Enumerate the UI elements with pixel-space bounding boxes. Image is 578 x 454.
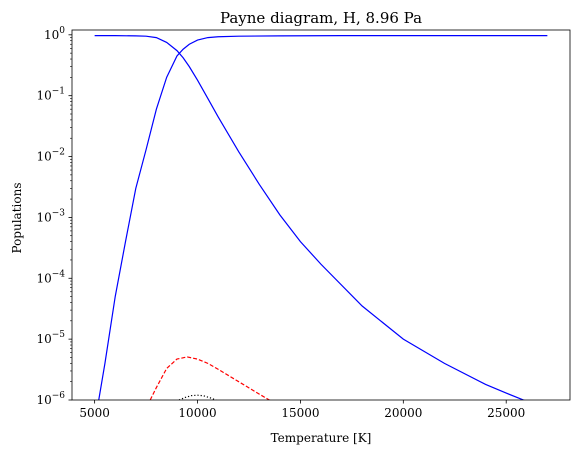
- y-tick-label: 10−6: [36, 391, 65, 407]
- y-tick-label: 100: [44, 26, 65, 42]
- axes-layer: 5000 10000 15000 20000 25000 10−6 10−5 10−4 10−3…: [36, 26, 571, 420]
- x-tick-label: 15000: [281, 406, 319, 420]
- series-line-2: [98, 35, 548, 400]
- series-line-1: [94, 35, 526, 400]
- plot-frame: [71, 29, 571, 401]
- series-layer: [94, 35, 548, 400]
- y-axis-label: Populations: [10, 183, 24, 254]
- x-tick-label: 20000: [384, 406, 422, 420]
- y-tick-label: 10−1: [36, 87, 65, 103]
- x-tick-label: 25000: [487, 406, 525, 420]
- x-tick-label: 5000: [79, 406, 110, 420]
- y-tick-label: 10−4: [36, 269, 65, 285]
- chart-title: Payne diagram, H, 8.96 Pa: [220, 9, 422, 27]
- series-line-3: [149, 356, 271, 400]
- y-tick-label: 10−5: [36, 330, 65, 346]
- y-tick-label: 10−3: [36, 208, 65, 224]
- y-tick-label: 10−2: [36, 148, 65, 164]
- x-tick-label: 10000: [178, 406, 216, 420]
- series-line-4: [178, 394, 217, 400]
- x-axis-label: Temperature [K]: [271, 431, 372, 445]
